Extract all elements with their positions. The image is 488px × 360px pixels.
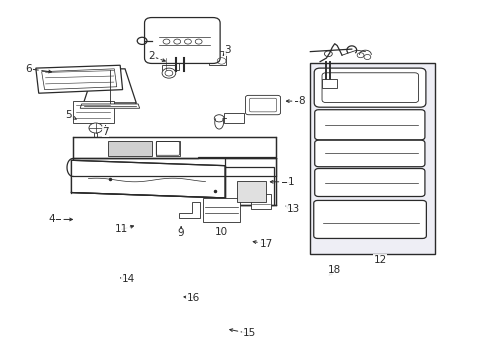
Text: 9: 9: [178, 228, 184, 238]
Text: 4: 4: [48, 215, 55, 224]
Text: 12: 12: [373, 255, 386, 265]
Text: 8: 8: [298, 96, 305, 106]
Polygon shape: [156, 141, 180, 156]
FancyBboxPatch shape: [310, 63, 434, 253]
Text: 18: 18: [327, 265, 341, 275]
Text: 3: 3: [224, 45, 230, 55]
Polygon shape: [83, 69, 136, 103]
Polygon shape: [36, 65, 122, 93]
FancyBboxPatch shape: [321, 79, 336, 88]
FancyBboxPatch shape: [314, 68, 425, 107]
Text: 2: 2: [148, 51, 155, 61]
Circle shape: [89, 123, 102, 133]
Text: 17: 17: [259, 239, 272, 249]
Polygon shape: [73, 137, 276, 158]
Polygon shape: [224, 158, 276, 205]
Text: 7: 7: [102, 127, 109, 136]
FancyBboxPatch shape: [144, 18, 220, 63]
Text: 11: 11: [115, 225, 128, 234]
Polygon shape: [209, 51, 225, 65]
FancyBboxPatch shape: [314, 110, 424, 140]
Text: 13: 13: [286, 204, 299, 215]
Polygon shape: [178, 202, 199, 218]
Polygon shape: [237, 181, 266, 202]
Polygon shape: [73, 101, 114, 123]
Polygon shape: [82, 101, 137, 105]
Polygon shape: [224, 167, 273, 205]
Text: 10: 10: [214, 227, 227, 237]
Text: 14: 14: [122, 274, 135, 284]
FancyBboxPatch shape: [314, 140, 424, 167]
Polygon shape: [161, 58, 178, 69]
FancyBboxPatch shape: [224, 113, 244, 123]
FancyBboxPatch shape: [245, 95, 280, 115]
FancyBboxPatch shape: [250, 194, 271, 210]
Polygon shape: [73, 158, 276, 176]
FancyBboxPatch shape: [313, 201, 426, 238]
Text: 6: 6: [25, 64, 32, 74]
Text: 1: 1: [287, 177, 294, 187]
Text: 16: 16: [186, 293, 200, 303]
Circle shape: [162, 68, 175, 78]
Text: 15: 15: [242, 328, 256, 338]
Polygon shape: [71, 160, 224, 198]
Polygon shape: [108, 140, 152, 156]
Text: 5: 5: [65, 111, 72, 121]
FancyBboxPatch shape: [314, 168, 424, 197]
Polygon shape: [80, 104, 140, 108]
Polygon shape: [203, 198, 239, 222]
